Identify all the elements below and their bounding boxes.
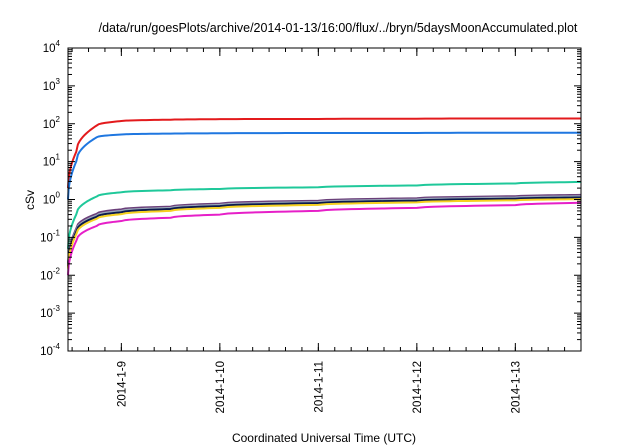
series-line: [67, 180, 582, 249]
y-tick-label: 10-4: [40, 342, 60, 358]
x-tick-label: 2014-1-9: [116, 361, 128, 407]
series-line: [67, 131, 581, 200]
plot-frame: [67, 47, 582, 352]
chart-title: /data/run/goesPlots/archive/2014-01-13/1…: [99, 21, 578, 35]
y-tick-label: 103: [43, 77, 61, 93]
series-layer: [67, 117, 582, 276]
y-tick-label: 100: [43, 191, 61, 207]
x-tick-label: 2014-1-12: [412, 361, 424, 413]
x-tick-label: 2014-1-13: [510, 361, 522, 413]
series-line: [67, 198, 582, 269]
series-line: [67, 201, 582, 276]
y-tick-label: 102: [43, 115, 61, 131]
x-tick-label: 2014-1-11: [313, 361, 325, 413]
y-axis-label: cSv: [23, 190, 37, 210]
y-tick-label: 10-2: [40, 266, 60, 282]
series-line: [67, 117, 581, 189]
axis-layer: 10-4 10-3 10-2 10-1 100 101 102 103 104 2014-1-9 2…: [40, 39, 582, 413]
series-line: [67, 193, 582, 264]
y-tick-label: 101: [43, 153, 61, 169]
y-tick-label: 104: [43, 39, 61, 55]
series-line: [67, 195, 582, 266]
x-axis-label: Coordinated Universal Time (UTC): [232, 431, 416, 445]
series-line: [67, 196, 582, 267]
x-tick-label: 2014-1-10: [215, 361, 227, 413]
y-tick-label: 10-1: [40, 228, 60, 244]
y-tick-label: 10-3: [40, 304, 60, 320]
